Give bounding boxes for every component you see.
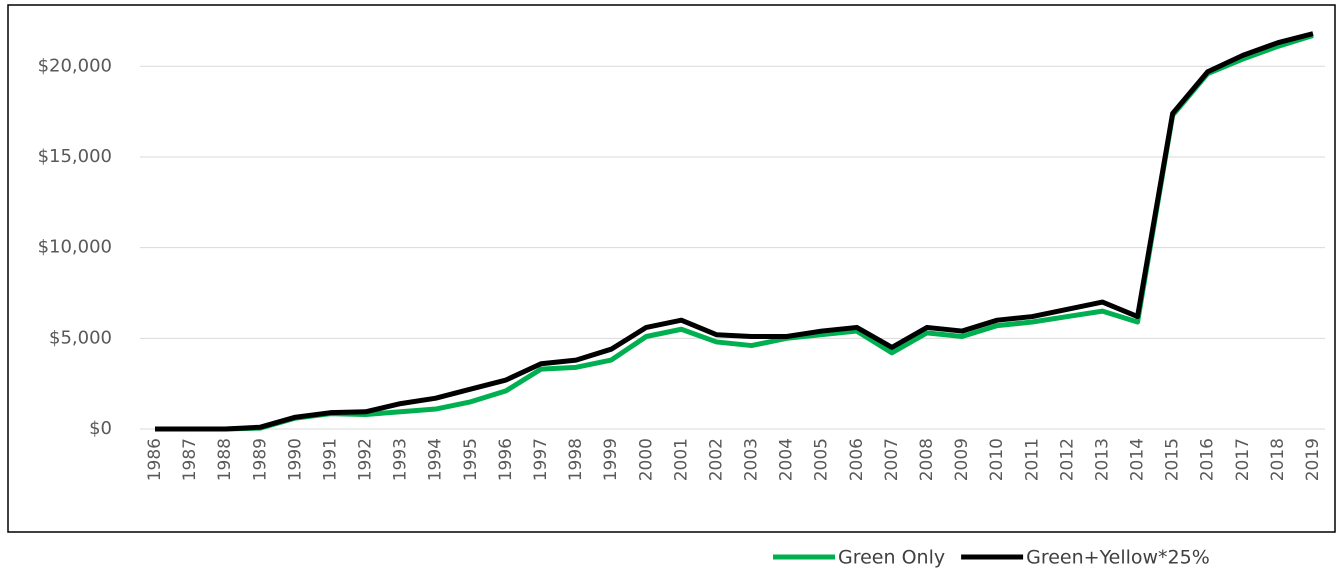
x-tick-label: 2013 [1092, 438, 1112, 481]
x-tick-label: 2002 [706, 438, 726, 481]
x-tick-label: 2019 [1303, 438, 1323, 481]
x-tick-label: 2006 [847, 438, 867, 481]
x-tick-label: 2000 [636, 438, 656, 481]
y-tick-label: $0 [89, 418, 112, 439]
x-tick-label: 2017 [1233, 438, 1253, 481]
x-tick-label: 1988 [215, 438, 235, 481]
x-tick-label: 1989 [250, 438, 270, 481]
x-tick-label: 2004 [777, 438, 797, 481]
series-line [155, 31, 1314, 432]
x-tick-label: 2007 [882, 438, 902, 481]
x-tick-label: 1995 [461, 438, 481, 481]
x-tick-label: 1996 [496, 438, 516, 481]
x-tick-label: 1987 [180, 438, 200, 481]
x-tick-label: 2003 [742, 438, 762, 481]
series-line [155, 33, 1314, 432]
x-tick-label: 1990 [285, 438, 305, 481]
x-tick-label: 2008 [917, 438, 937, 481]
x-tick-label: 2016 [1198, 438, 1218, 481]
x-tick-label: 2001 [671, 438, 691, 481]
x-tick-label: 1992 [356, 438, 376, 481]
x-tick-label: 2011 [1022, 438, 1042, 481]
legend-label: Green Only [838, 547, 945, 569]
chart-border [7, 4, 1336, 533]
x-tick-label: 2018 [1268, 438, 1288, 481]
x-tick-label: 1993 [391, 438, 411, 481]
x-tick-label: 2012 [1057, 438, 1077, 481]
x-tick-label: 2014 [1128, 438, 1148, 481]
y-tick-label: $5,000 [49, 327, 112, 348]
y-tick-label: $10,000 [38, 237, 112, 258]
x-tick-label: 2015 [1163, 438, 1183, 481]
y-tick-label: $20,000 [38, 55, 112, 76]
x-tick-label: 1998 [566, 438, 586, 481]
x-tick-label: 1999 [601, 438, 621, 481]
y-tick-label: $15,000 [38, 146, 112, 167]
x-tick-label: 1994 [426, 438, 446, 481]
x-tick-label: 1991 [320, 438, 340, 481]
x-tick-label: 1986 [145, 438, 165, 481]
x-tick-label: 2010 [987, 438, 1007, 481]
x-tick-label: 2009 [952, 438, 972, 481]
x-tick-label: 1997 [531, 438, 551, 481]
x-tick-label: 2005 [812, 438, 832, 481]
legend-label: Green+Yellow*25% [1026, 547, 1210, 569]
